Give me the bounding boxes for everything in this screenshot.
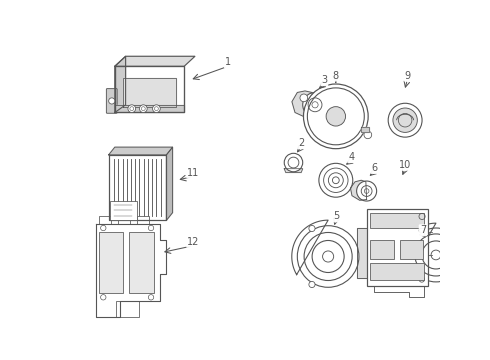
Circle shape [303, 84, 368, 149]
Polygon shape [109, 147, 172, 155]
Circle shape [364, 131, 372, 139]
FancyBboxPatch shape [106, 89, 117, 113]
Circle shape [303, 93, 327, 117]
Polygon shape [350, 180, 367, 200]
Circle shape [140, 105, 147, 112]
Text: 2: 2 [298, 138, 304, 148]
Polygon shape [167, 147, 172, 220]
Bar [367, 209, 428, 286]
Circle shape [309, 282, 315, 288]
Polygon shape [292, 91, 315, 117]
Circle shape [419, 228, 424, 233]
Bar [370, 213, 424, 228]
Bar [110, 201, 137, 220]
Circle shape [393, 108, 417, 132]
Polygon shape [115, 105, 184, 112]
Polygon shape [109, 155, 167, 220]
Bar [370, 239, 393, 259]
Circle shape [388, 103, 422, 137]
Text: 5: 5 [333, 211, 339, 221]
Polygon shape [374, 286, 424, 297]
Text: 9: 9 [404, 71, 411, 81]
Polygon shape [284, 169, 303, 172]
Bar [137, 216, 149, 224]
Circle shape [284, 153, 303, 172]
Circle shape [109, 98, 115, 104]
Polygon shape [115, 56, 195, 66]
Circle shape [152, 105, 160, 112]
Circle shape [419, 277, 424, 282]
Text: 8: 8 [333, 71, 339, 81]
Circle shape [297, 226, 359, 287]
Polygon shape [404, 223, 436, 271]
Text: 12: 12 [187, 237, 199, 247]
Polygon shape [122, 78, 176, 107]
Text: 10: 10 [399, 160, 411, 170]
Bar [370, 263, 424, 280]
Circle shape [319, 163, 353, 197]
Polygon shape [361, 127, 369, 132]
Polygon shape [357, 228, 367, 278]
Text: 6: 6 [371, 163, 377, 173]
Bar [129, 232, 154, 293]
Text: 4: 4 [348, 152, 354, 162]
Circle shape [326, 107, 345, 126]
Circle shape [309, 225, 315, 231]
Circle shape [128, 105, 136, 112]
Text: 1: 1 [225, 58, 231, 67]
Polygon shape [292, 220, 328, 275]
Bar [117, 301, 140, 316]
Polygon shape [115, 66, 184, 112]
Text: 3: 3 [321, 75, 327, 85]
Polygon shape [115, 56, 125, 112]
Circle shape [409, 228, 463, 282]
Bar [400, 239, 423, 259]
Polygon shape [96, 224, 167, 316]
Circle shape [357, 181, 377, 201]
Text: 7: 7 [420, 225, 426, 235]
Bar [118, 216, 130, 224]
Circle shape [300, 94, 308, 102]
Bar [98, 232, 123, 293]
Text: 11: 11 [187, 167, 199, 177]
Bar [98, 216, 111, 224]
